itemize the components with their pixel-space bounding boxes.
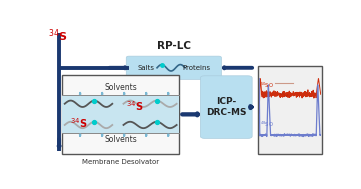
Text: ICP-
DRC-MS: ICP- DRC-MS <box>206 97 247 118</box>
Text: $^{34}$S: $^{34}$S <box>48 27 68 44</box>
Text: Solvents: Solvents <box>104 135 137 144</box>
Text: Membrane Desolvator: Membrane Desolvator <box>82 159 159 165</box>
Polygon shape <box>278 90 291 103</box>
FancyBboxPatch shape <box>258 66 322 154</box>
Text: Proteins: Proteins <box>182 65 210 71</box>
Text: Solvents: Solvents <box>104 83 137 92</box>
Text: $^{34}$S: $^{34}$S <box>126 99 143 113</box>
Text: RP-LC: RP-LC <box>157 41 191 51</box>
Ellipse shape <box>275 82 293 84</box>
FancyBboxPatch shape <box>126 56 221 79</box>
FancyBboxPatch shape <box>62 75 179 154</box>
FancyBboxPatch shape <box>200 76 252 138</box>
FancyBboxPatch shape <box>62 95 179 133</box>
Polygon shape <box>276 84 293 104</box>
Text: $^{34}$S: $^{34}$S <box>70 116 87 130</box>
Text: Salts: Salts <box>138 65 155 71</box>
